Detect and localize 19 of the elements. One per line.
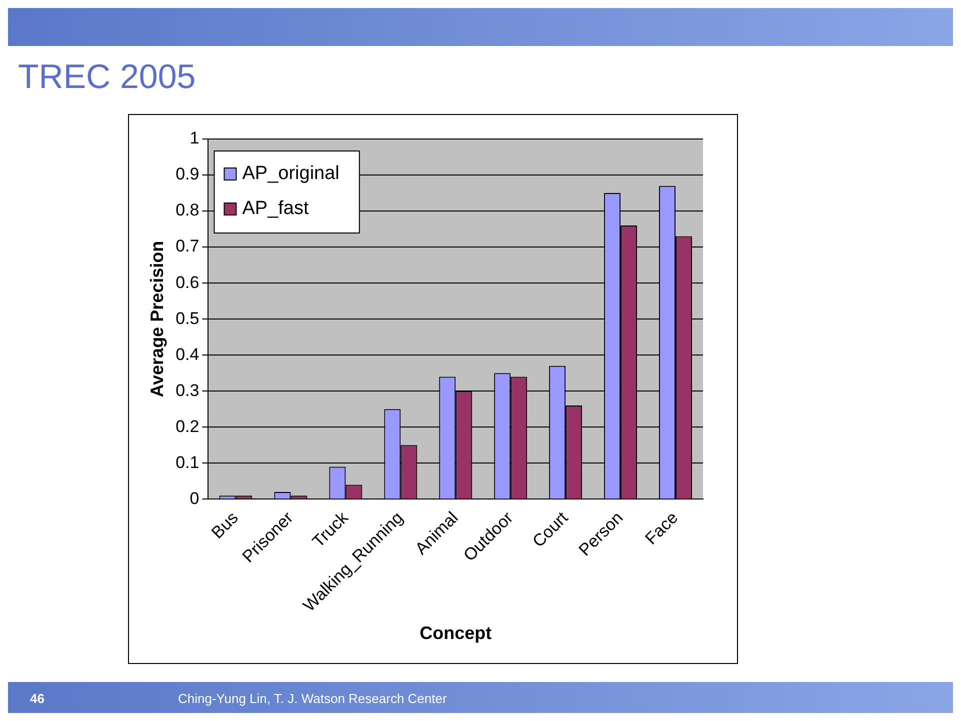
y-tick-label: 0.7	[176, 236, 200, 256]
legend-label: AP_original	[242, 163, 340, 184]
y-axis-title: Average Precision	[146, 240, 167, 398]
text: 46	[30, 691, 44, 706]
y-tick-label: 0.8	[176, 200, 200, 220]
y-tick-label: 0.3	[176, 380, 200, 400]
x-axis-title: Concept	[420, 623, 492, 644]
y-tick-label: 0.4	[176, 344, 200, 364]
x-tick-label: Bus	[208, 508, 242, 542]
y-tick-label: 0.6	[176, 272, 200, 292]
y-tick-label: 0	[190, 488, 200, 508]
y-tick-label: 1	[190, 128, 200, 148]
y-tick-label: 0.9	[176, 164, 200, 184]
y-tick-label: 0.5	[176, 308, 200, 328]
legend-label: AP_fast	[242, 198, 310, 220]
y-tick-label: 0.2	[176, 416, 200, 436]
text: Ching-Yung Lin, T. J. Watson Research Center	[178, 691, 447, 706]
y-tick-label: 0.1	[176, 452, 200, 472]
chart-title: TREC 2005	[18, 58, 196, 97]
